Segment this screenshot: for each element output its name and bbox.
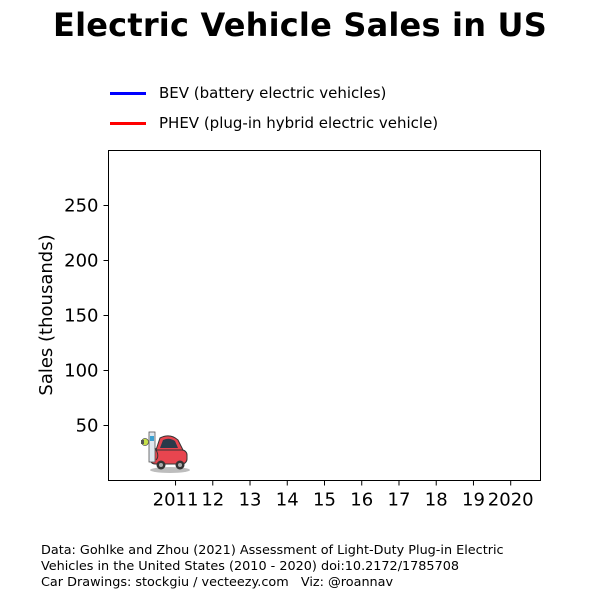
y-axis-label: Sales (thousands): [36, 234, 57, 395]
y-tick-label: 50: [76, 416, 99, 437]
x-tick-label: 2011: [153, 490, 199, 511]
chart-legend: BEV (battery electric vehicles) PHEV (pl…: [110, 78, 438, 138]
footer-line-1: Data: Gohlke and Zhou (2021) Assessment …: [41, 543, 504, 558]
x-tick-label: 16: [350, 490, 373, 511]
y-tick-label: 250: [64, 196, 98, 217]
footer-line-3: Car Drawings: stockgiu / vecteezy.com Vi…: [41, 575, 394, 590]
chart-title: Electric Vehicle Sales in US: [53, 6, 547, 44]
legend-item-bev: BEV (battery electric vehicles): [110, 78, 438, 108]
y-axis: 50 100 150 200 250: [64, 196, 109, 437]
footer-line-2: Vehicles in the United States (2010 - 20…: [41, 559, 460, 574]
x-tick-label: 19: [462, 490, 485, 511]
y-tick-label: 100: [64, 361, 98, 382]
x-tick-label: 14: [276, 490, 299, 511]
plot-frame: [108, 150, 541, 481]
x-tick-label: 15: [313, 490, 336, 511]
x-tick-label: 12: [201, 490, 224, 511]
x-tick-label: 17: [388, 490, 411, 511]
x-tick-label: 18: [425, 490, 448, 511]
y-tick-label: 200: [64, 251, 98, 272]
legend-label-bev: BEV (battery electric vehicles): [159, 84, 387, 102]
legend-item-phev: PHEV (plug-in hybrid electric vehicle): [110, 108, 438, 138]
legend-swatch-phev: [110, 121, 146, 125]
legend-label-phev: PHEV (plug-in hybrid electric vehicle): [159, 114, 439, 132]
x-axis: 2011 12 13 14 15 16 17 18 19 2020: [153, 480, 534, 511]
legend-swatch-bev: [110, 91, 146, 95]
x-tick-label: 13: [239, 490, 262, 511]
x-tick-label: 2020: [488, 490, 534, 511]
footer-credits: Data: Gohlke and Zhou (2021) Assessment …: [41, 543, 504, 591]
electric-car-icon: [141, 431, 190, 473]
y-tick-label: 150: [64, 306, 98, 327]
